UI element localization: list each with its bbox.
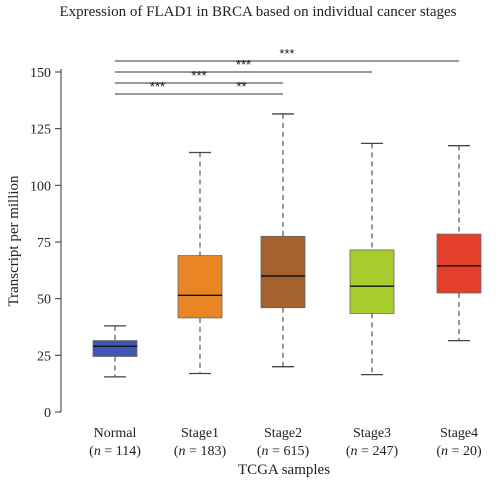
iqr-box [260,235,306,309]
significance-label: *** [191,68,206,83]
n-open: ( [89,444,94,459]
iqr-box [177,255,223,319]
n-symbol: n [441,444,448,459]
y-tick-label: 75 [37,236,51,251]
y-tick-label: 50 [37,293,51,308]
n-symbol: n [351,444,358,459]
n-open: ( [174,444,179,459]
box-stage2 [260,113,306,368]
box-stage1 [177,151,223,375]
y-tick-label: 125 [30,123,51,138]
axes: 0 25 50 75 100 125 150 [30,66,62,421]
sample-size-label: (n = 247) [346,444,399,459]
significance-label: *** [279,46,294,61]
n-value: = 615) [269,444,310,459]
n-value: = 20) [448,444,482,459]
box-normal [92,325,138,378]
significance-label: ** [236,79,246,94]
n-open: ( [436,444,441,459]
x-axis-title: TCGA samples [238,462,330,478]
category-label: Stage4 [440,426,478,441]
category-labels: Normal(n = 114)Stage1(n = 183)Stage2(n =… [89,426,482,459]
box-stage4 [436,145,482,342]
n-symbol: n [179,444,186,459]
y-tick-label: 0 [44,406,51,421]
category-label: Normal [94,426,137,441]
category-label: Stage1 [181,426,219,441]
iqr-box [436,233,482,294]
n-open: ( [346,444,351,459]
n-symbol: n [94,444,101,459]
sample-size-label: (n = 114) [89,444,141,459]
iqr-box [349,249,395,314]
iqr-box [92,340,138,357]
n-value: = 183) [186,444,227,459]
n-open: ( [257,444,262,459]
n-symbol: n [262,444,269,459]
sample-size-label: (n = 615) [257,444,310,459]
category-label: Stage2 [264,426,302,441]
significance-bracket: *** [115,46,459,62]
y-tick-label: 100 [30,179,51,194]
n-value: = 114) [101,444,141,459]
chart-title: Expression of FLAD1 in BRCA based on ind… [59,4,456,20]
y-axis-title: Transcript per million [6,175,22,307]
significance-bracket: *** [115,79,200,95]
y-tick-label: 150 [30,66,51,81]
significance-bracket: ** [200,79,283,95]
box-stage3 [349,142,395,376]
significance-bracket: *** [115,68,283,84]
y-tick-label: 25 [37,349,51,364]
boxes [92,113,482,378]
significance-label: *** [150,79,165,94]
category-label: Stage3 [353,426,391,441]
significance-brackets: ************ ** [115,46,459,95]
sample-size-label: (n = 20) [436,444,482,459]
sample-size-label: (n = 183) [174,444,227,459]
n-value: = 247) [358,444,399,459]
significance-bracket: *** [115,57,372,73]
significance-label: *** [236,57,251,72]
